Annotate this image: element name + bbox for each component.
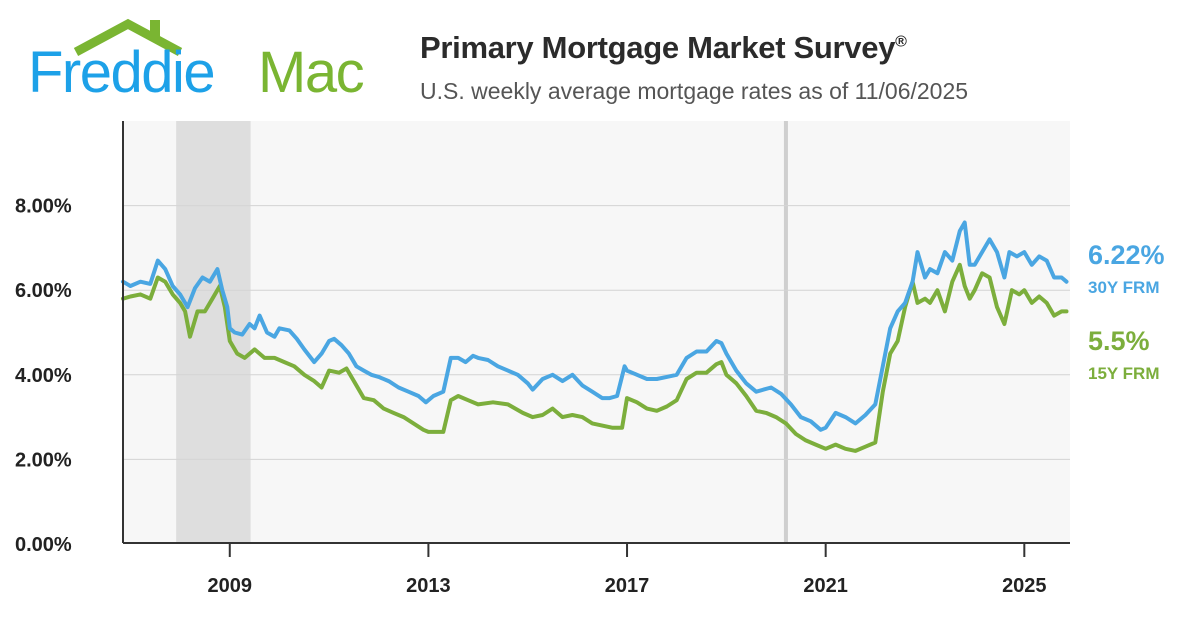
registered-mark: ® [895, 33, 907, 51]
legend-30y-value: 6.22% [1088, 240, 1165, 270]
y-tick-label-0: 0.00% [15, 534, 72, 556]
house-roof-icon [73, 18, 183, 56]
y-tick-label-4: 8.00% [15, 196, 72, 218]
freddie-mac-logo: Freddie Mac [28, 18, 388, 108]
x-tick-label-3: 2021 [803, 575, 848, 597]
x-tick-label-1: 2013 [406, 575, 451, 597]
legend-30y-label: 30Y FRM [1088, 278, 1160, 297]
y-tick-label-group: 0.00% 2.00% 4.00% 6.00% 8.00% [15, 196, 72, 556]
chart-title-text: Primary Mortgage Market Survey [420, 30, 896, 65]
plot-background [123, 121, 1070, 543]
logo-word-freddie: Freddie [28, 40, 216, 105]
x-tick-group: 2009 2013 2017 2021 2025 [208, 543, 1047, 597]
x-tick-label-0: 2009 [208, 575, 253, 597]
chart-subtitle: U.S. weekly average mortgage rates as of… [420, 78, 969, 104]
y-tick-label-2: 4.00% [15, 365, 72, 387]
series-line-15y-frm [121, 262, 1069, 453]
y-tick-label-1: 2.00% [15, 449, 72, 471]
x-tick-label-4: 2025 [1002, 575, 1047, 597]
series-line-group [121, 220, 1069, 453]
x-tick-label-2: 2017 [605, 575, 650, 597]
chart-title: Primary Mortgage Market Survey® [420, 30, 907, 66]
series-line-30y-frm [121, 220, 1069, 432]
legend-15y-label: 15Y FRM [1088, 364, 1160, 383]
logo-word-mac: Mac [258, 40, 365, 105]
legend-15y-value: 5.5% [1088, 326, 1150, 356]
y-tick-label-3: 6.00% [15, 280, 72, 302]
